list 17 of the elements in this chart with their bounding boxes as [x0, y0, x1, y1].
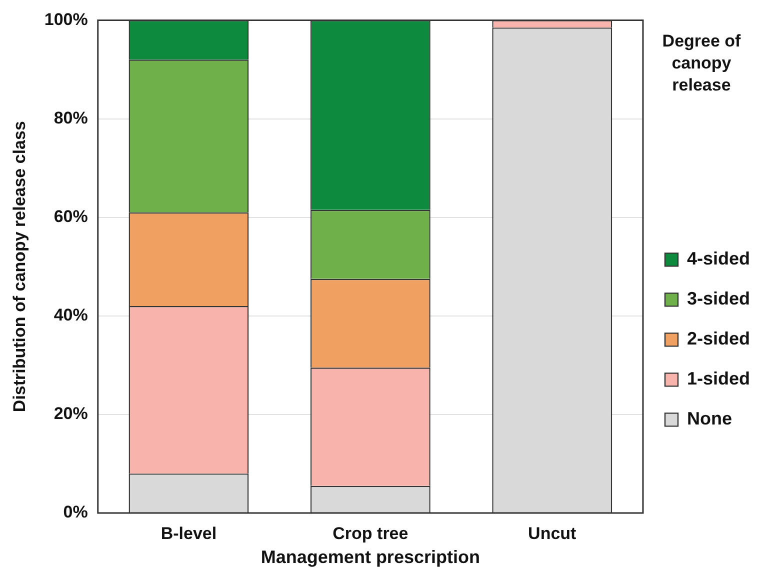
legend-label: None	[686, 408, 732, 429]
x-tick-label: Uncut	[528, 524, 577, 543]
y-tick-label: 60%	[54, 207, 88, 226]
legend-label: 2-sided	[686, 328, 750, 349]
y-tick-label: 100%	[44, 10, 88, 29]
y-tick-label: 20%	[54, 404, 88, 424]
legend-label: 3-sided	[686, 288, 750, 309]
x-tick-label: B-level	[160, 524, 217, 543]
x-axis-title: Management prescription	[260, 547, 480, 568]
y-tick-label: 0%	[63, 502, 88, 522]
y-tick-label: 80%	[54, 108, 88, 128]
y-tick-label: 40%	[54, 306, 88, 325]
legend-title: Degree of canopy release	[662, 32, 742, 95]
legend-label: 1-sided	[686, 368, 750, 389]
legend-label: 4-sided	[686, 248, 750, 269]
y-axis-title: Distribution of canopy release class	[10, 121, 29, 412]
x-tick-label: Crop tree	[332, 524, 408, 543]
